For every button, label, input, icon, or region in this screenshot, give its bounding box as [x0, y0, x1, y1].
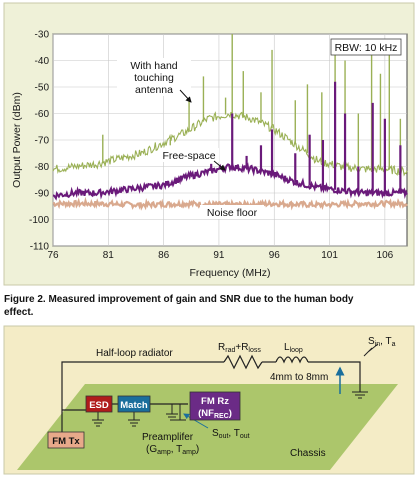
hand-annotation-line1: With hand [130, 60, 177, 72]
sout-arrow [183, 413, 209, 429]
esd-label: ESD [89, 400, 109, 411]
inductor [275, 356, 309, 364]
fmrz-label-line1: FM Rz [201, 396, 229, 407]
loop-wire [61, 361, 224, 410]
hand-annotation-arrow [179, 89, 192, 103]
resistor [223, 354, 263, 370]
fmrz-label-line2: (NFREC) [198, 408, 232, 420]
free-space-box [159, 148, 219, 162]
x-tick-label: 91 [213, 250, 225, 261]
ground-esd [92, 412, 104, 427]
sout-label: Sout, Tout [212, 428, 250, 440]
sin-label: Sin, Ta [368, 336, 396, 348]
caption-line1: Figure 2. Measured improvement of gain a… [4, 294, 354, 305]
half-loop-label: Half-loop radiator [96, 348, 173, 359]
preamp-label-line1: Preamplifer [142, 432, 194, 443]
noise-floor-label: Noise floor [207, 207, 258, 219]
y-axis-label: Output Power (dBm) [11, 92, 23, 188]
x-tick-label: 86 [158, 250, 170, 261]
y-tick-label: -80 [35, 162, 50, 173]
x-tick-label: 76 [47, 250, 59, 261]
match-block [117, 395, 151, 413]
match-label: Match [120, 400, 148, 411]
y-tick-label: -110 [30, 242, 50, 253]
y-tick-label: -70 [35, 136, 50, 147]
ground-match [128, 412, 140, 427]
series-line-hand [52, 111, 408, 177]
hand-annotation-line2: touching [134, 72, 174, 84]
rbw-label: RBW: 10 kHz [335, 42, 398, 54]
loop-wire-right [308, 361, 361, 392]
series-line-free [52, 162, 408, 201]
y-tick-label: -50 [35, 83, 50, 94]
x-tick-label: 101 [321, 250, 338, 261]
circuit-diagram: ESD Match FM Rz (NFREC) FM Tx Half-loop … [3, 325, 415, 475]
resistance-label: Rrad+Rloss [218, 342, 261, 354]
inductance-label: Lloop [284, 342, 303, 354]
x-tick-label: 106 [377, 250, 394, 261]
fmtx-label: FM Tx [52, 436, 80, 447]
y-tick-label: -100 [29, 215, 49, 226]
free-space-label: Free-space [162, 150, 215, 162]
preamp-symbol [166, 404, 186, 421]
y-tick-label: -30 [35, 30, 50, 41]
x-tick-label: 81 [103, 250, 115, 261]
preamp-label-line2: (Gamp, Tamp) [146, 444, 199, 456]
fmtx-block [47, 431, 85, 449]
ground-symbol [352, 391, 368, 399]
grid-lines [52, 33, 407, 247]
noise-floor-box [200, 205, 264, 219]
distance-label: 4mm to 8mm [270, 372, 328, 383]
free-space-arrow [213, 160, 226, 171]
rbw-box [330, 38, 402, 56]
y-tick-label: -60 [35, 109, 50, 120]
x-tick-label: 96 [269, 250, 281, 261]
x-axis-label: Frequency (MHz) [189, 267, 270, 279]
chassis-label: Chassis [290, 448, 326, 459]
caption-line2: effect. [4, 307, 34, 318]
y-tick-label: -40 [35, 56, 50, 67]
hand-annotation-line3: antenna [135, 84, 173, 96]
y-tick-label: -90 [35, 189, 50, 200]
signal-zigzag [363, 343, 379, 357]
hand-annotation-box [117, 58, 191, 96]
esd-block [85, 395, 113, 413]
fmrz-block [189, 391, 241, 421]
